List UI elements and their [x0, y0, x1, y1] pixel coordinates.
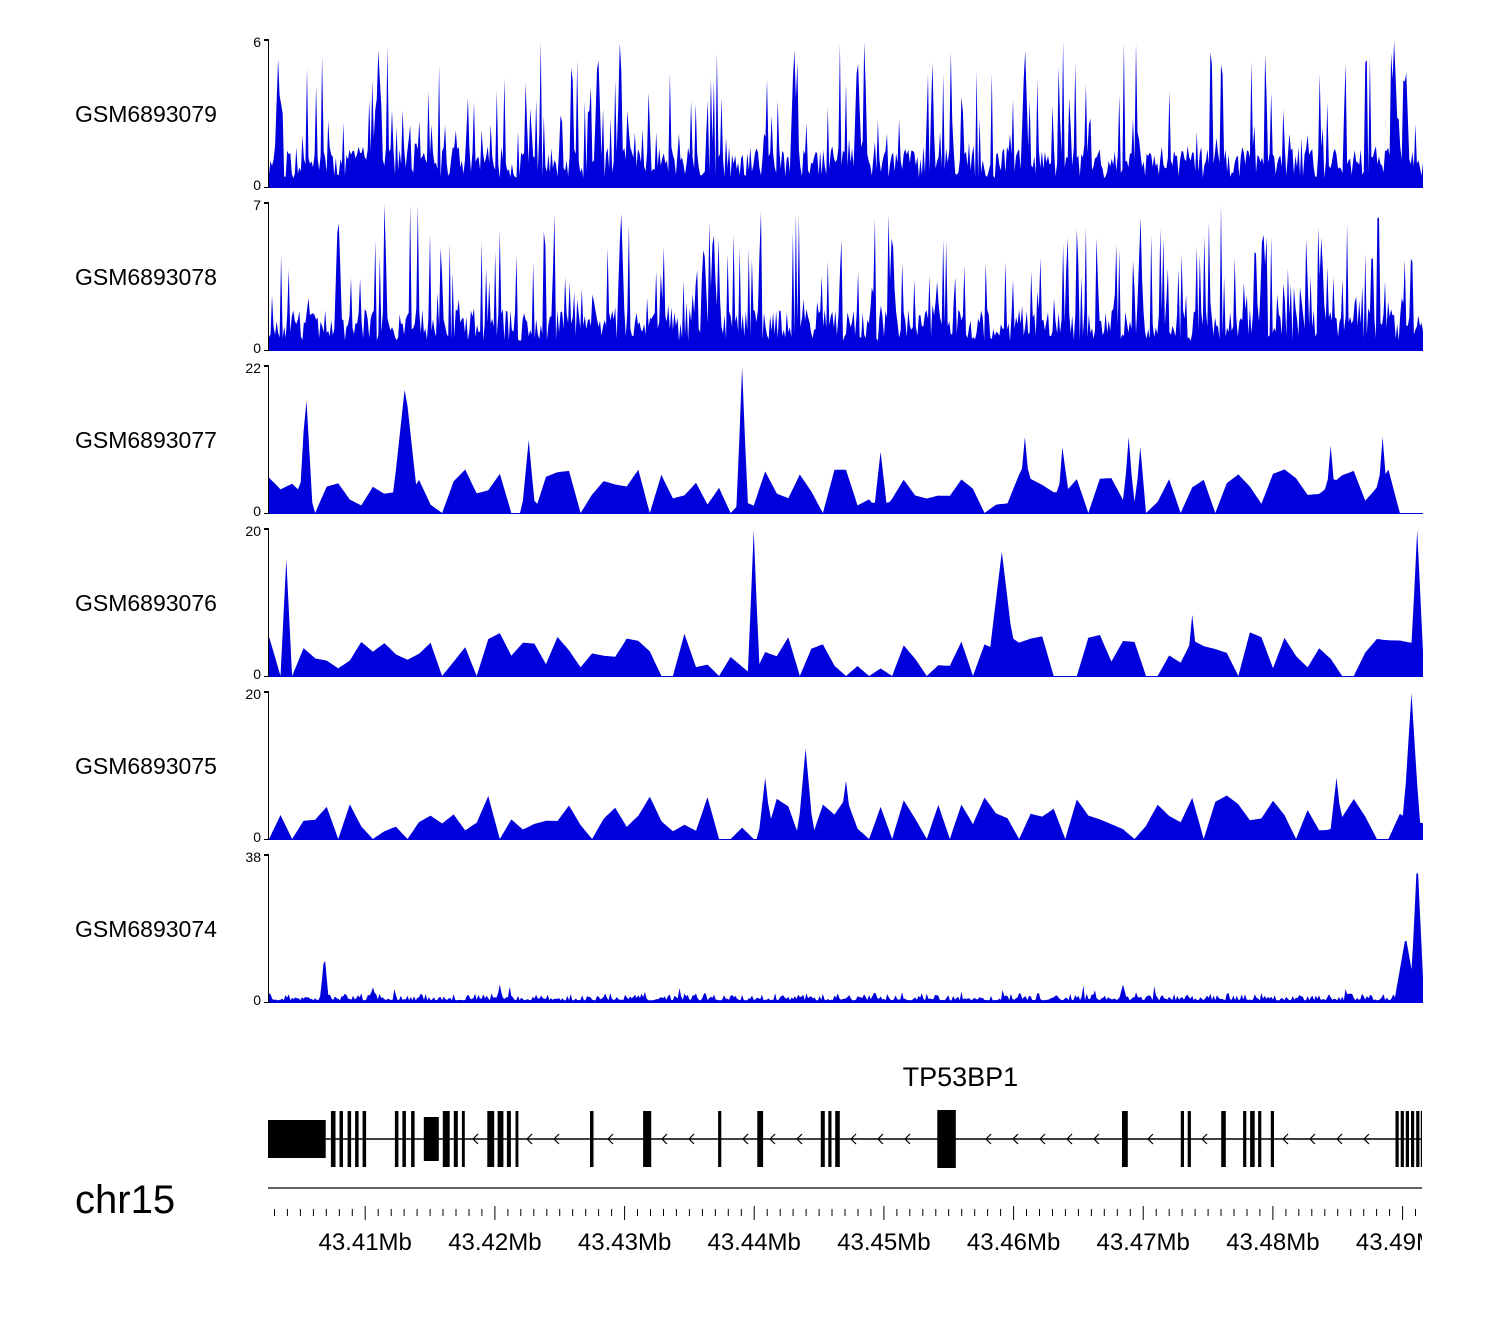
coverage-plot: 20 0	[245, 524, 1423, 681]
y-axis-tick	[264, 838, 269, 840]
gene-name-label: TP53BP1	[902, 1062, 1019, 1092]
track-label: GSM6893074	[75, 915, 217, 942]
coverage-signal	[269, 367, 1423, 514]
coverage-track-row: GSM6893076 20 0	[0, 524, 1500, 681]
y-axis-tick	[264, 512, 269, 514]
y-axis-min-label: 0	[253, 503, 261, 519]
coverage-track-row: GSM6893074 38 0	[0, 850, 1500, 1007]
svg-text:43.44Mb: 43.44Mb	[707, 1229, 800, 1256]
y-axis-max-label: 22	[245, 360, 261, 376]
svg-text:43.45Mb: 43.45Mb	[837, 1229, 930, 1256]
y-axis-tick	[264, 528, 269, 530]
track-label: GSM6893078	[75, 263, 217, 290]
coverage-signal	[269, 873, 1423, 1003]
coverage-signal	[269, 204, 1423, 351]
gene-model-svg	[268, 1110, 1422, 1168]
coverage-tracks: GSM6893079 6 0 GSM6893078 7 0 GSM6893077 22 0 GSM…	[0, 35, 1500, 1018]
y-axis-max-label: 7	[253, 197, 261, 213]
track-label: GSM6893079	[75, 100, 217, 127]
y-axis-max-label: 20	[245, 686, 261, 702]
y-axis-min-label: 0	[253, 340, 261, 356]
svg-text:43.49Mb: 43.49Mb	[1356, 1229, 1422, 1256]
y-axis-min-label: 0	[253, 666, 261, 682]
svg-text:43.41Mb: 43.41Mb	[318, 1229, 411, 1256]
track-label: GSM6893077	[75, 426, 217, 453]
coverage-track-row: GSM6893075 20 0	[0, 687, 1500, 844]
y-axis-max-label: 20	[245, 523, 261, 539]
coverage-signal	[269, 530, 1423, 677]
coverage-plot: 38 0	[245, 850, 1423, 1007]
y-axis-tick	[264, 349, 269, 351]
svg-text:43.42Mb: 43.42Mb	[448, 1229, 541, 1256]
coverage-signal	[269, 41, 1423, 188]
coverage-plot: 20 0	[245, 687, 1423, 844]
y-axis-tick	[264, 202, 269, 204]
y-axis-max-label: 38	[245, 849, 261, 865]
coverage-signal	[269, 693, 1423, 840]
chromosome-label: chr15	[75, 1178, 176, 1222]
y-axis-min-label: 0	[253, 177, 261, 193]
y-axis-tick	[264, 39, 269, 41]
coverage-track-row: GSM6893077 22 0	[0, 361, 1500, 518]
coverage-track-row: GSM6893079 6 0	[0, 35, 1500, 192]
y-axis-min-label: 0	[253, 829, 261, 845]
track-label: GSM6893075	[75, 752, 217, 779]
svg-text:43.48Mb: 43.48Mb	[1226, 1229, 1319, 1256]
svg-text:43.47Mb: 43.47Mb	[1096, 1229, 1189, 1256]
y-axis-tick	[264, 691, 269, 693]
y-axis-tick	[264, 186, 269, 188]
coverage-plot: 22 0	[245, 361, 1423, 518]
coverage-track-row: GSM6893078 7 0	[0, 198, 1500, 355]
gene-track: TP53BP1	[268, 1062, 1422, 1188]
svg-text:43.43Mb: 43.43Mb	[578, 1229, 671, 1256]
y-axis-tick	[264, 854, 269, 856]
svg-text:43.46Mb: 43.46Mb	[967, 1229, 1060, 1256]
y-axis-tick	[264, 675, 269, 677]
genome-axis-svg: 43.41Mb 43.42Mb 43.43Mb 43.44Mb 43.45Mb 43.46…	[268, 1187, 1422, 1256]
track-label: GSM6893076	[75, 589, 217, 616]
y-axis-tick	[264, 1001, 269, 1003]
y-axis-max-label: 6	[253, 34, 261, 50]
genome-axis: 43.41Mb 43.42Mb 43.43Mb 43.44Mb 43.45Mb 43.46…	[268, 1186, 1422, 1266]
y-axis-min-label: 0	[253, 992, 261, 1008]
y-axis-tick	[264, 365, 269, 367]
